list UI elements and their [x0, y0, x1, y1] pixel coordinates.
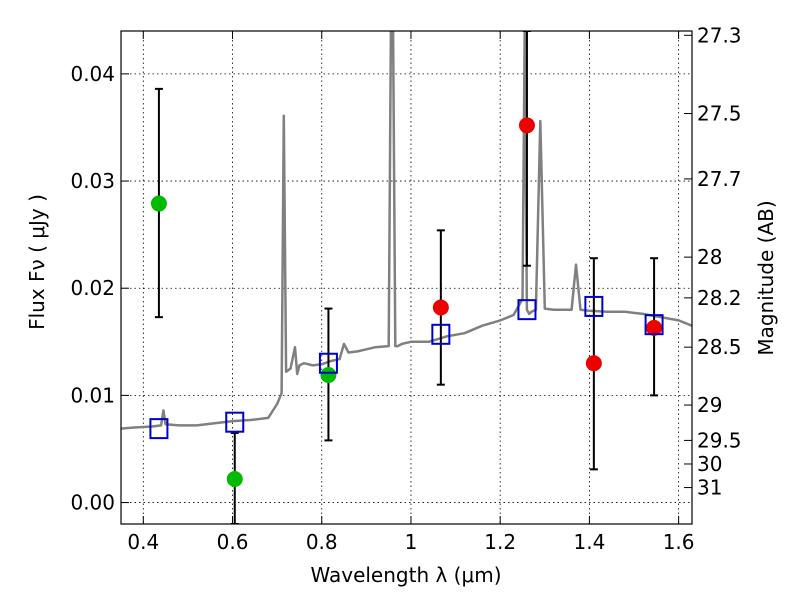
model-band-square: [584, 295, 604, 317]
model-band-square: [431, 323, 451, 345]
photometry-point: [150, 195, 167, 212]
marker-layer: [149, 117, 664, 487]
y2-tick-label: 27.3: [697, 23, 742, 47]
x-tick-label: 1: [405, 530, 418, 554]
x-tick-label: 0.4: [127, 530, 159, 554]
x-tick-label: 1.2: [484, 530, 516, 554]
x-tick-label: 1.6: [663, 530, 695, 554]
photometry-point: [320, 367, 337, 384]
y-tick-label: 0.01: [70, 383, 115, 407]
y-axis-label: Flux Fν ( μJy ): [25, 194, 49, 330]
model-band-square: [644, 314, 664, 336]
x-tick-label: 1.4: [573, 530, 605, 554]
y2-tick-label: 27.5: [697, 102, 742, 126]
model-spectrum-line: [121, 31, 692, 430]
y2-tick-label: 30: [697, 452, 722, 476]
photometry-point: [585, 355, 602, 372]
model-band-square: [318, 352, 338, 374]
y2-tick-label: 29: [697, 393, 722, 417]
spectrum-layer: [121, 31, 692, 430]
y2-axis-label: Magnitude (AB): [754, 200, 778, 355]
photometry-point: [646, 319, 663, 336]
y-tick-label: 0.04: [70, 62, 115, 86]
y-tick-label: 0.03: [70, 169, 115, 193]
plot-background: [121, 31, 692, 524]
y2-tick-label: 29.5: [697, 428, 742, 452]
x-tick-label: 0.8: [306, 530, 338, 554]
y2-tick-label: 28.2: [697, 286, 742, 310]
model-band-square: [225, 411, 245, 433]
y-tick-label: 0.00: [70, 491, 115, 515]
photometry-point: [432, 299, 449, 316]
photometry-point: [518, 117, 535, 134]
y2-tick-label: 31: [697, 476, 722, 500]
model-band-square: [517, 299, 537, 321]
y2-tick-label: 27.7: [697, 167, 742, 191]
x-axis-label: Wavelength λ (μm): [310, 563, 501, 587]
model-band-square: [149, 418, 169, 440]
x-tick-label: 0.6: [217, 530, 249, 554]
y2-tick-label: 28.5: [697, 335, 742, 359]
y2-tick-label: 28: [697, 245, 722, 269]
tick-layer: 0.4 0.6 0.8 1 1.2 1.4 1.6 0.00 0.01 0.02 0.03 0.04 2…: [70, 23, 741, 554]
plot-frame: [120, 30, 693, 525]
grid-lines: [121, 31, 692, 524]
y-tick-label: 0.02: [70, 276, 115, 300]
photometry-point: [226, 470, 243, 487]
